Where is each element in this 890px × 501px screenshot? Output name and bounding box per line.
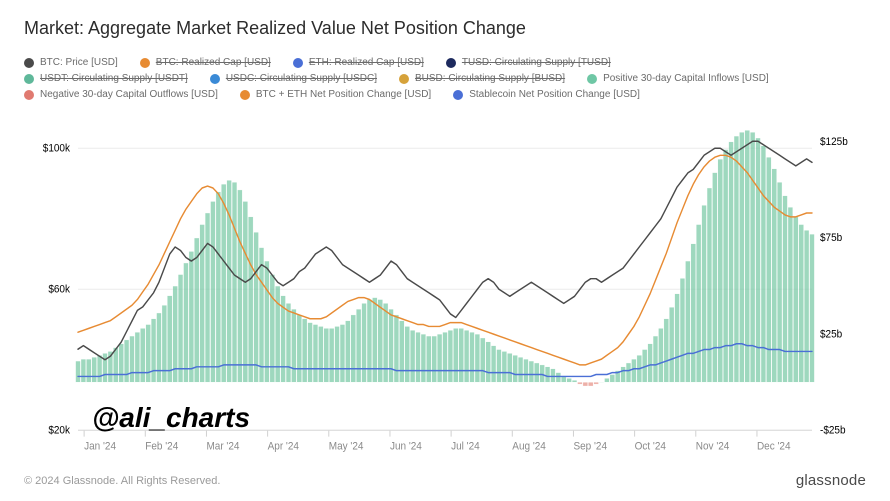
svg-text:$25b: $25b — [820, 329, 842, 340]
legend-item[interactable]: ETH: Realized Cap [USD] — [293, 55, 424, 71]
legend-swatch-icon — [446, 58, 456, 68]
legend-swatch-icon — [293, 58, 303, 68]
svg-text:Aug '24: Aug '24 — [512, 441, 546, 452]
legend-swatch-icon — [24, 90, 34, 100]
legend-swatch-icon — [24, 58, 34, 68]
svg-text:$60k: $60k — [48, 284, 70, 295]
legend-swatch-icon — [140, 58, 150, 68]
legend-label: BTC: Realized Cap [USD] — [156, 55, 271, 71]
svg-text:-$25b: -$25b — [820, 425, 846, 436]
svg-text:$100k: $100k — [43, 143, 71, 154]
svg-text:Feb '24: Feb '24 — [145, 441, 178, 452]
legend-swatch-icon — [587, 74, 597, 84]
legend-label: BTC + ETH Net Position Change [USD] — [256, 87, 431, 103]
legend-item[interactable]: TUSD: Circulating Supply [TUSD] — [446, 55, 611, 71]
legend-label: TUSD: Circulating Supply [TUSD] — [462, 55, 611, 71]
legend-row-0: BTC: Price [USD] BTC: Realized Cap [USD] E… — [24, 55, 866, 71]
legend-item[interactable]: USDT: Circulating Supply [USDT] — [24, 71, 188, 87]
page-title: Market: Aggregate Market Realized Value … — [24, 18, 866, 39]
copyright-text: © 2024 Glassnode. All Rights Reserved. — [24, 475, 220, 487]
chart-area: $20k $60k $100k -$25b $25b $75b $125b Jan '24 Fe… — [24, 113, 866, 462]
svg-text:Dec '24: Dec '24 — [757, 441, 791, 452]
legend-label: BTC: Price [USD] — [40, 55, 118, 71]
legend-row-2: Negative 30-day Capital Outflows [USD] BT… — [24, 87, 866, 103]
legend-label: USDT: Circulating Supply [USDT] — [40, 71, 188, 87]
legend-item[interactable]: Positive 30-day Capital Inflows [USD] — [587, 71, 769, 87]
legend-label: BUSD: Circulating Supply [BUSD] — [415, 71, 565, 87]
legend-label: ETH: Realized Cap [USD] — [309, 55, 424, 71]
svg-text:Sep '24: Sep '24 — [573, 441, 607, 452]
svg-text:Jun '24: Jun '24 — [390, 441, 422, 452]
svg-text:Jan '24: Jan '24 — [84, 441, 116, 452]
svg-text:Jul '24: Jul '24 — [451, 441, 480, 452]
svg-text:$75b: $75b — [820, 233, 842, 244]
legend-item[interactable]: Negative 30-day Capital Outflows [USD] — [24, 87, 218, 103]
legend-swatch-icon — [210, 74, 220, 84]
legend-item[interactable]: BTC: Price [USD] — [24, 55, 118, 71]
footer: © 2024 Glassnode. All Rights Reserved. g… — [24, 462, 866, 489]
chart-svg: $20k $60k $100k -$25b $25b $75b $125b Jan '24 Fe… — [24, 113, 866, 462]
svg-text:$125b: $125b — [820, 137, 848, 148]
legend-label: Stablecoin Net Position Change [USD] — [469, 87, 640, 103]
legend: BTC: Price [USD] BTC: Realized Cap [USD] E… — [24, 55, 866, 103]
legend-label: Positive 30-day Capital Inflows [USD] — [603, 71, 769, 87]
svg-text:Oct '24: Oct '24 — [635, 441, 667, 452]
legend-swatch-icon — [399, 74, 409, 84]
svg-text:Nov '24: Nov '24 — [696, 441, 730, 452]
legend-item[interactable]: USDC: Circulating Supply [USDC] — [210, 71, 377, 87]
chart-page: Market: Aggregate Market Realized Value … — [0, 0, 890, 501]
legend-item[interactable]: BTC + ETH Net Position Change [USD] — [240, 87, 431, 103]
svg-text:$20k: $20k — [48, 425, 70, 436]
legend-swatch-icon — [240, 90, 250, 100]
legend-row-1: USDT: Circulating Supply [USDT] USDC: Cir… — [24, 71, 866, 87]
legend-label: USDC: Circulating Supply [USDC] — [226, 71, 377, 87]
svg-text:Apr '24: Apr '24 — [268, 441, 300, 452]
legend-item[interactable]: Stablecoin Net Position Change [USD] — [453, 87, 640, 103]
svg-text:Mar '24: Mar '24 — [206, 441, 239, 452]
legend-swatch-icon — [24, 74, 34, 84]
svg-text:May '24: May '24 — [329, 441, 364, 452]
legend-label: Negative 30-day Capital Outflows [USD] — [40, 87, 218, 103]
legend-swatch-icon — [453, 90, 463, 100]
legend-item[interactable]: BTC: Realized Cap [USD] — [140, 55, 271, 71]
brand-text: glassnode — [796, 472, 866, 489]
legend-item[interactable]: BUSD: Circulating Supply [BUSD] — [399, 71, 565, 87]
